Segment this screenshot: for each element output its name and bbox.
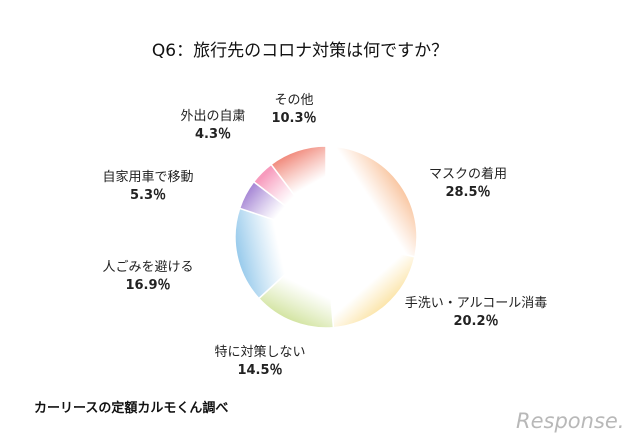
- pie-slice-7: [270, 145, 327, 240]
- slice-value-2: 20.2％: [453, 314, 498, 329]
- chart-title: Q6：旅行先のコロナ対策は何ですか？: [152, 41, 448, 61]
- source-note: カーリースの定額カルモくん調べ: [34, 400, 228, 416]
- pie-slice-4: [234, 207, 328, 300]
- slice-label-5: 自家用車で移動: [102, 169, 193, 185]
- slice-label-7: その他: [274, 93, 313, 108]
- slice-label-3: 特に対策しない: [214, 344, 305, 360]
- slice-value-6: 4.3％: [195, 127, 231, 142]
- pie-labels: マスクの着用 28.5％ 手洗い・アルコール消毒 20.2％ 特に対策しない 14.5％ 人…: [102, 93, 547, 378]
- pie-slices: [234, 145, 418, 329]
- slice-label-6: 外出の自粛: [180, 109, 245, 124]
- slice-value-1: 28.5％: [445, 185, 490, 200]
- watermark-logo: Response.: [516, 409, 624, 433]
- slice-value-5: 5.3％: [130, 188, 166, 203]
- slice-label-1: マスクの着用: [429, 166, 507, 182]
- slice-label-2: 手洗い・アルコール消毒: [405, 296, 548, 311]
- slice-value-4: 16.9％: [125, 278, 170, 293]
- slice-label-4: 人ごみを避ける: [102, 259, 193, 275]
- pie-slice-3: [257, 235, 335, 329]
- pie-slice-1: [325, 145, 418, 258]
- pie-slice-2: [325, 236, 416, 329]
- slice-value-3: 14.5％: [237, 363, 282, 378]
- slice-value-7: 10.3％: [271, 111, 316, 126]
